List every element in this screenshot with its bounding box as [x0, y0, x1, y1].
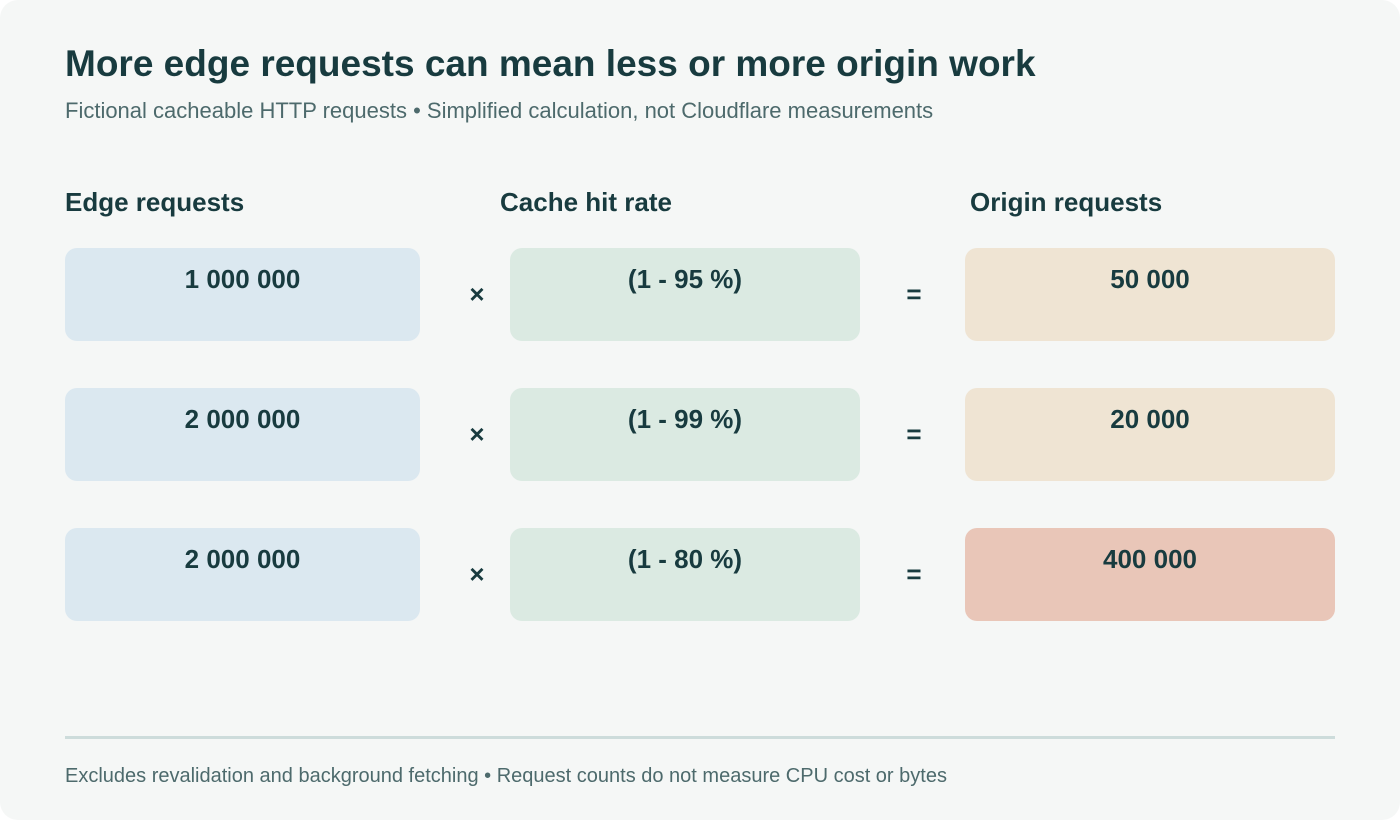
- equals-operator: =: [906, 559, 922, 589]
- equation-row: 2 000 000 × (1 - 80 %) = 400 000: [0, 528, 1400, 621]
- equals-operator: =: [906, 279, 922, 309]
- multiply-operator: ×: [469, 279, 485, 309]
- column-header-edge-requests: Edge requests: [65, 187, 245, 217]
- origin-requests-box: 20 000: [965, 388, 1335, 481]
- page-subtitle: Fictional cacheable HTTP requests • Simp…: [65, 98, 934, 123]
- edge-requests-box: 1 000 000: [65, 248, 420, 341]
- footer-divider: [65, 736, 1335, 739]
- origin-requests-box-high: 400 000: [965, 528, 1335, 621]
- equals-operator: =: [906, 419, 922, 449]
- edge-requests-box: 2 000 000: [65, 388, 420, 481]
- page-title: More edge requests can mean less or more…: [65, 43, 1036, 84]
- equation-row: 2 000 000 × (1 - 99 %) = 20 000: [0, 388, 1400, 481]
- origin-requests-box: 50 000: [965, 248, 1335, 341]
- column-header-origin-requests: Origin requests: [970, 187, 1163, 217]
- multiply-operator: ×: [469, 559, 485, 589]
- multiply-operator: ×: [469, 419, 485, 449]
- cache-hit-rate-box: (1 - 80 %): [510, 528, 860, 621]
- equation-row: 1 000 000 × (1 - 95 %) = 50 000: [0, 248, 1400, 341]
- cache-hit-rate-box: (1 - 95 %): [510, 248, 860, 341]
- cache-hit-rate-box: (1 - 99 %): [510, 388, 860, 481]
- column-header-cache-hit-rate: Cache hit rate: [500, 187, 672, 217]
- edge-requests-box: 2 000 000: [65, 528, 420, 621]
- footnote: Excludes revalidation and background fet…: [65, 765, 947, 787]
